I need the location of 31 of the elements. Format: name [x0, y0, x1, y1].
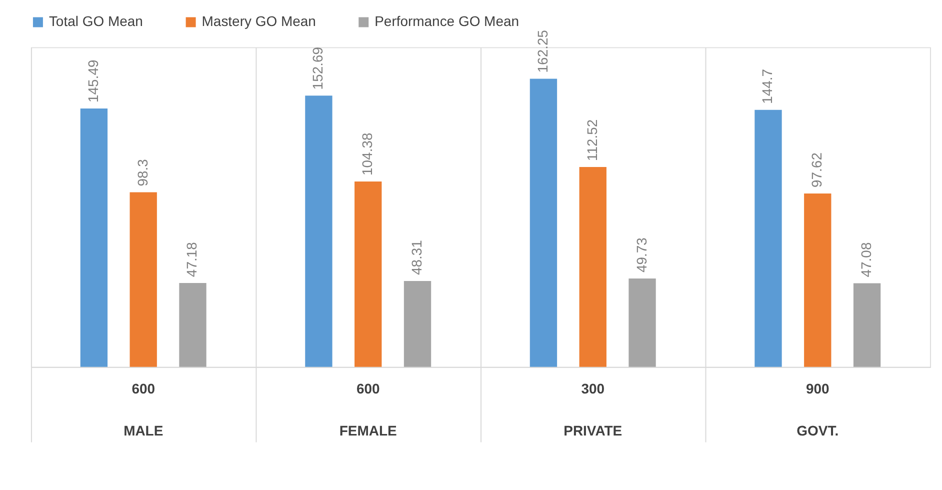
data-label: 145.49	[84, 60, 101, 102]
bar	[130, 192, 157, 367]
legend-label: Mastery GO Mean	[202, 13, 316, 30]
bar	[628, 278, 656, 367]
data-label: 47.18	[184, 242, 200, 278]
legend-label: Performance GO Mean	[374, 13, 520, 30]
category-label: 900 GOVT.	[796, 380, 839, 438]
legend-label: Total GO Mean	[48, 13, 143, 30]
category-label: 300 PRIVATE	[564, 380, 622, 438]
bar	[853, 283, 881, 367]
bar	[354, 181, 382, 367]
data-label: 152.69	[310, 46, 326, 90]
bar	[80, 108, 108, 367]
bar	[754, 110, 782, 367]
data-label: 104.38	[359, 132, 376, 176]
data-label: 98.3	[134, 158, 150, 186]
data-label: 144.7	[759, 68, 776, 104]
bar	[305, 96, 332, 367]
data-label: 49.73	[633, 237, 650, 273]
data-label: 47.08	[858, 242, 874, 278]
bar	[804, 193, 832, 367]
bar	[579, 167, 606, 367]
category-label: 600 FEMALE	[339, 380, 397, 438]
bar	[530, 78, 558, 367]
bar	[179, 283, 206, 367]
data-label: 162.25	[534, 30, 550, 73]
category-label: 600 MALE	[124, 380, 164, 438]
data-label: 97.62	[808, 152, 825, 188]
data-label: 48.31	[408, 240, 425, 276]
bar	[404, 281, 432, 367]
data-label: 112.52	[584, 119, 600, 162]
